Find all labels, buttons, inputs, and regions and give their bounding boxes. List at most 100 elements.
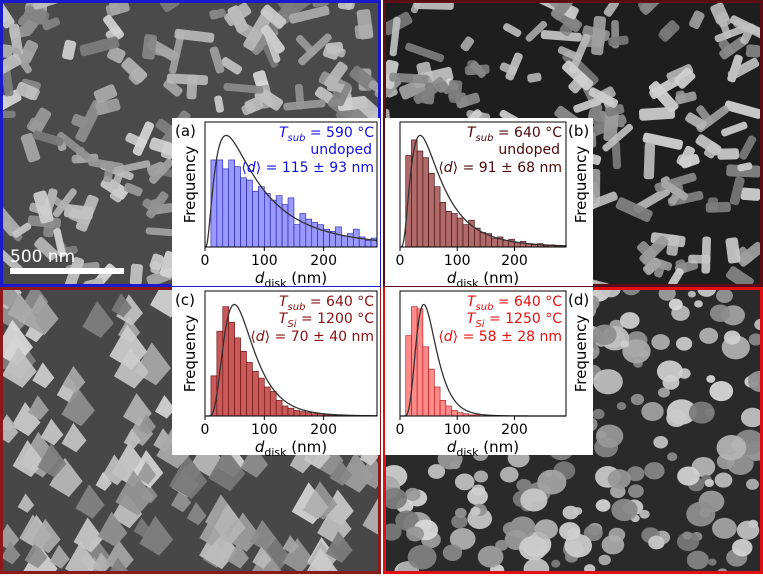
x-tick-label: 200 bbox=[501, 422, 528, 438]
histogram-bar bbox=[228, 321, 235, 417]
histogram-bar bbox=[281, 405, 289, 417]
x-tick-label: 0 bbox=[201, 253, 210, 269]
histogram-bar bbox=[422, 346, 429, 417]
panel-tag: (d) bbox=[568, 291, 589, 309]
plot-frame bbox=[399, 290, 567, 417]
panel-tag: (c) bbox=[175, 291, 195, 309]
x-tick-label: 100 bbox=[444, 253, 471, 269]
panel-tag: (a) bbox=[175, 122, 196, 140]
histogram-bar bbox=[456, 412, 464, 417]
histogram-bar bbox=[252, 190, 259, 248]
scale-bar: 500 nm bbox=[10, 247, 124, 274]
histogram-bar bbox=[462, 224, 469, 248]
histogram-bar bbox=[347, 233, 354, 248]
histogram-bar bbox=[269, 199, 277, 248]
histogram-bar bbox=[264, 386, 271, 417]
histogram-bar bbox=[287, 407, 295, 417]
histogram-bar bbox=[428, 173, 435, 248]
histogram-bar bbox=[222, 168, 230, 248]
scale-bar-line bbox=[10, 268, 124, 274]
annotation-tsub: Tsub = 640 °C bbox=[467, 294, 562, 313]
x-tick-label: 100 bbox=[251, 422, 278, 438]
histogram-bar bbox=[234, 166, 241, 248]
histogram-bar bbox=[216, 159, 224, 248]
x-axis-label: ddisk (nm) bbox=[447, 438, 519, 459]
histogram-bar bbox=[275, 400, 283, 417]
histogram-bar bbox=[252, 371, 259, 417]
x-tick-label: 200 bbox=[310, 422, 337, 438]
y-axis-label: Frequency bbox=[181, 146, 199, 224]
x-axis-label: ddisk (nm) bbox=[447, 269, 519, 290]
x-tick-label: 0 bbox=[396, 422, 405, 438]
histogram-bar bbox=[258, 377, 265, 417]
x-tick-label: 100 bbox=[251, 253, 278, 269]
histogram-bar bbox=[335, 226, 342, 248]
annotation-tsi: TSi = 1250 °C bbox=[467, 311, 562, 330]
histogram-bar bbox=[246, 362, 253, 417]
fit-curve bbox=[205, 134, 378, 247]
histogram-bar bbox=[451, 410, 458, 417]
histogram-bar bbox=[434, 186, 441, 248]
annotation-mean-diameter: ⟨d⟩ = 91 ± 68 nm bbox=[438, 160, 562, 176]
histogram-bar bbox=[364, 240, 372, 248]
histogram-bar bbox=[222, 306, 230, 417]
histogram-bar bbox=[287, 197, 295, 248]
histogram-bar bbox=[451, 213, 458, 248]
histogram-bar bbox=[416, 150, 424, 248]
plot-frame bbox=[204, 290, 378, 417]
annotation-tsi: TSi = 1200 °C bbox=[279, 311, 374, 330]
scale-bar-label: 500 nm bbox=[10, 247, 75, 267]
histogram-bar bbox=[317, 224, 324, 248]
histogram-bar bbox=[299, 411, 307, 417]
histogram-bar bbox=[228, 159, 235, 248]
x-tick-label: 200 bbox=[310, 253, 337, 269]
histogram-bar bbox=[293, 224, 301, 248]
histogram-bar bbox=[293, 410, 301, 417]
histogram-bar bbox=[299, 213, 307, 248]
x-axis-label: ddisk (nm) bbox=[255, 438, 327, 459]
plot-frame bbox=[204, 121, 378, 248]
histogram-bar bbox=[439, 202, 447, 248]
plot-frame bbox=[399, 121, 567, 248]
histogram-bar bbox=[422, 157, 429, 248]
annotation-tsub: Tsub = 640 °C bbox=[279, 294, 374, 313]
histogram-bar bbox=[305, 218, 313, 248]
histogram-bar bbox=[264, 193, 271, 248]
fit-curve bbox=[206, 303, 378, 417]
histogram-bar bbox=[234, 337, 241, 417]
histogram-bar bbox=[508, 238, 515, 248]
annotation-mean-diameter: ⟨d⟩ = 58 ± 28 nm bbox=[438, 329, 562, 345]
x-tick-label: 100 bbox=[444, 422, 471, 438]
histogram-bar bbox=[445, 210, 452, 248]
histogram-bar bbox=[240, 177, 247, 248]
x-tick-label: 0 bbox=[396, 253, 405, 269]
histogram-bar bbox=[275, 195, 283, 248]
annotation-dopant: undoped bbox=[498, 142, 560, 158]
x-tick-label: 0 bbox=[201, 422, 210, 438]
histogram-bar bbox=[341, 235, 348, 248]
histogram-bar bbox=[405, 335, 412, 417]
y-axis-label: Frequency bbox=[572, 146, 590, 224]
histogram-bar bbox=[491, 237, 498, 248]
histogram-bar bbox=[246, 179, 253, 248]
inset-background bbox=[172, 287, 380, 455]
annotation-dopant: undoped bbox=[310, 142, 372, 158]
fit-curve bbox=[400, 134, 567, 248]
annotation-tsub: Tsub = 640 °C bbox=[467, 125, 562, 144]
x-axis-label: ddisk (nm) bbox=[255, 269, 327, 290]
histogram-bar bbox=[258, 186, 265, 248]
histogram-bar bbox=[305, 412, 313, 417]
y-axis-label: Frequency bbox=[572, 315, 590, 393]
annotation-mean-diameter: ⟨d⟩ = 70 ± 40 nm bbox=[250, 329, 374, 345]
y-axis-label: Frequency bbox=[181, 315, 199, 393]
histogram-bar bbox=[428, 368, 435, 417]
histogram-bar bbox=[456, 217, 464, 248]
histogram-bar bbox=[439, 400, 447, 417]
